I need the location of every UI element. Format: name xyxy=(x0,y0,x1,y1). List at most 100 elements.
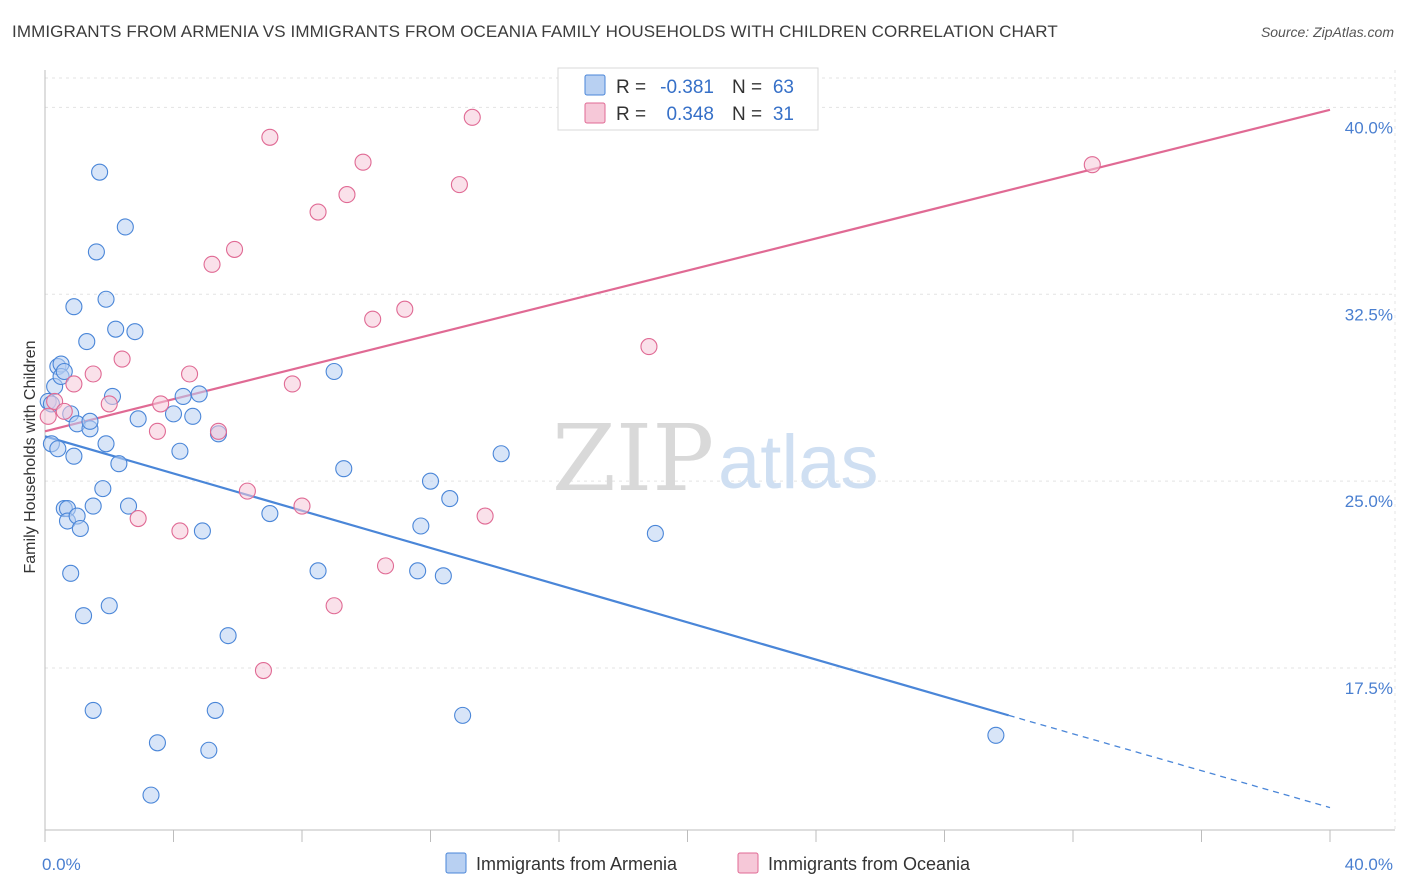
data-point-armenia xyxy=(107,320,125,338)
data-point-oceania xyxy=(238,482,256,500)
data-point-armenia xyxy=(100,597,118,615)
legend-n-value-oceania: 31 xyxy=(773,104,794,125)
data-point-oceania xyxy=(100,395,118,413)
data-point-oceania xyxy=(309,203,327,221)
data-point-oceania xyxy=(209,422,228,440)
trend-line-extension-armenia xyxy=(1008,714,1331,809)
data-point-oceania xyxy=(171,522,189,540)
legend-r-value-oceania: 0.348 xyxy=(666,104,714,125)
data-point-oceania xyxy=(84,365,102,383)
data-point-armenia xyxy=(49,440,67,458)
data-point-armenia xyxy=(219,627,237,645)
data-point-oceania xyxy=(148,422,166,440)
legend-n-value-armenia: 63 xyxy=(773,77,794,98)
data-point-oceania xyxy=(181,365,199,383)
y-tick-label: 25.0% xyxy=(1345,492,1393,511)
bottom-legend-swatch-armenia xyxy=(445,852,467,874)
data-point-armenia xyxy=(206,701,224,719)
tick-labels: 17.5% 25.0% 32.5% 40.0% 0.0% 40.0% xyxy=(42,118,1393,874)
trend-line-armenia xyxy=(44,435,1010,717)
data-point-armenia xyxy=(987,726,1005,744)
data-point-armenia xyxy=(129,410,147,428)
data-point-armenia xyxy=(87,243,105,261)
legend-n-label: N = xyxy=(732,77,762,98)
watermark: ZIP atlas xyxy=(552,405,879,512)
data-point-oceania xyxy=(293,497,311,515)
data-point-oceania xyxy=(254,661,273,680)
data-point-armenia xyxy=(409,562,427,580)
data-point-oceania xyxy=(354,153,372,171)
data-point-armenia xyxy=(142,786,160,804)
legend-r-label: R = xyxy=(616,77,646,98)
data-point-armenia xyxy=(174,387,192,405)
data-point-armenia xyxy=(91,163,109,181)
data-point-oceania xyxy=(476,507,494,525)
data-point-armenia xyxy=(434,567,452,585)
data-point-armenia xyxy=(119,497,138,515)
data-point-armenia xyxy=(75,607,93,625)
data-point-armenia xyxy=(62,564,80,582)
data-point-armenia xyxy=(81,412,99,430)
data-point-armenia xyxy=(55,362,73,381)
data-point-armenia xyxy=(325,362,343,381)
data-point-oceania xyxy=(1083,156,1101,174)
data-point-armenia xyxy=(421,472,440,490)
data-point-armenia xyxy=(454,706,472,724)
data-point-oceania xyxy=(113,350,131,368)
data-point-armenia xyxy=(84,497,102,515)
x-tick-label: 40.0% xyxy=(1345,855,1393,874)
bottom-legend-label-oceania: Immigrants from Oceania xyxy=(768,854,971,874)
data-point-armenia xyxy=(309,562,327,580)
data-point-armenia xyxy=(84,701,102,719)
legend-r-value-armenia: -0.381 xyxy=(660,77,714,98)
data-point-armenia xyxy=(171,442,189,460)
data-point-armenia xyxy=(184,407,202,425)
data-point-oceania xyxy=(261,128,279,146)
data-point-oceania xyxy=(325,597,343,615)
data-point-armenia xyxy=(65,447,83,465)
data-point-oceania xyxy=(396,300,414,318)
series-legend: Immigrants from Armenia Immigrants from … xyxy=(445,852,971,874)
data-point-armenia xyxy=(492,445,510,463)
data-point-oceania xyxy=(55,402,73,420)
watermark-atlas: atlas xyxy=(718,420,879,505)
data-point-oceania xyxy=(39,407,57,425)
legend-swatch-oceania xyxy=(584,102,606,124)
data-point-armenia xyxy=(94,480,112,498)
data-point-armenia xyxy=(110,455,128,473)
data-point-armenia xyxy=(97,435,115,453)
data-point-oceania xyxy=(338,186,356,204)
data-point-oceania xyxy=(152,395,170,413)
data-point-oceania xyxy=(463,108,481,126)
data-point-armenia xyxy=(261,504,279,523)
y-tick-label: 32.5% xyxy=(1345,305,1393,324)
data-point-armenia xyxy=(148,734,166,752)
bottom-legend-label-armenia: Immigrants from Armenia xyxy=(476,854,678,874)
data-point-armenia xyxy=(164,405,183,423)
data-point-oceania xyxy=(364,310,382,328)
data-points xyxy=(39,108,1101,804)
data-point-armenia xyxy=(126,323,144,341)
data-point-armenia xyxy=(412,517,430,535)
data-point-oceania xyxy=(203,255,221,273)
chart-source: Source: ZipAtlas.com xyxy=(1260,24,1394,40)
data-point-oceania xyxy=(376,557,395,575)
y-axis-label: Family Households with Children xyxy=(22,341,39,574)
data-point-oceania xyxy=(225,240,244,258)
data-point-oceania xyxy=(129,509,147,528)
correlation-legend: R = -0.381 N = 63 R = 0.348 N = 31 xyxy=(557,67,819,131)
legend-swatch-armenia xyxy=(584,74,606,96)
y-tick-label: 17.5% xyxy=(1345,679,1393,698)
bottom-legend-swatch-oceania xyxy=(737,852,759,874)
y-tick-label: 40.0% xyxy=(1345,118,1393,137)
data-point-armenia xyxy=(190,385,208,403)
watermark-zip: ZIP xyxy=(552,405,714,512)
data-point-armenia xyxy=(335,460,353,478)
axes xyxy=(44,70,1395,842)
data-point-armenia xyxy=(646,524,664,543)
chart-title: IMMIGRANTS FROM ARMENIA VS IMMIGRANTS FR… xyxy=(12,22,1058,41)
data-point-oceania xyxy=(283,375,301,393)
trend-line-oceania xyxy=(44,108,1331,433)
data-point-armenia xyxy=(71,519,89,538)
data-point-armenia xyxy=(78,333,96,351)
